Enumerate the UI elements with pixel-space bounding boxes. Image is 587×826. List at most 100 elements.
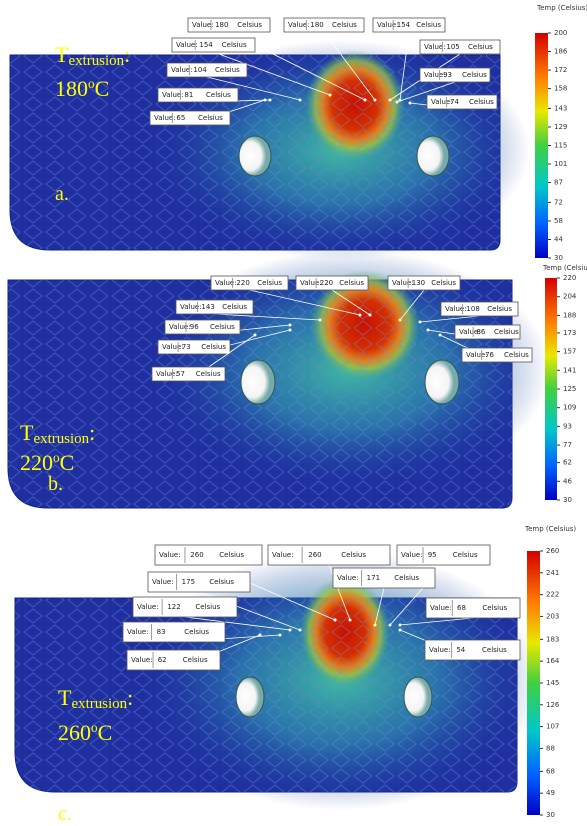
temp-subscript: extrusion — [71, 696, 127, 712]
probe-value: 83 — [157, 628, 166, 636]
colorbar-tick-label: 30 — [563, 496, 572, 504]
colorbar-tick-label: 30 — [554, 254, 563, 262]
temp-separator: : — [89, 420, 95, 445]
probe-unit: Celsius — [195, 603, 220, 611]
temp-number: 180 — [55, 76, 88, 101]
colorbar-tick-label: 58 — [554, 217, 563, 225]
colorbar-tick-label: 88 — [546, 744, 555, 752]
probe-prefix: Value: — [337, 574, 359, 582]
probe-unit: Celsius — [210, 323, 235, 331]
probe-value: 175 — [182, 578, 195, 586]
probe-prefix: Value: — [152, 578, 174, 586]
colorbar-tick-label: 44 — [554, 235, 563, 243]
probe-unit: Celsius — [341, 551, 366, 559]
probe-point — [396, 101, 399, 104]
colorbar-tick-label: 204 — [563, 293, 577, 301]
colorbar-tick-label: 164 — [546, 657, 560, 665]
panel-label: b. — [48, 473, 63, 495]
probe-unit: Celsius — [462, 71, 487, 79]
colorbar-tick-label: 143 — [554, 104, 567, 112]
temp-unit: C — [98, 720, 113, 745]
temp-number: 260 — [58, 720, 91, 745]
probe-point — [254, 334, 257, 337]
temperature-value: 260oC — [58, 720, 112, 745]
colorbar-tick-label: 68 — [546, 767, 555, 775]
probe-unit: Celsius — [394, 574, 419, 582]
colorbar-tick-label: 101 — [554, 160, 567, 168]
colorbar-tick-label: 125 — [563, 385, 576, 393]
temp-symbol: T — [55, 42, 69, 67]
colorbar-tick-label: 222 — [546, 591, 559, 599]
temp-symbol: T — [58, 685, 72, 710]
colorbar-tick-label: 200 — [554, 29, 567, 37]
probe-point — [299, 629, 302, 632]
panel: Temp (Celsius)26024122220318316414512610… — [15, 525, 576, 825]
temp-unit: C — [95, 76, 110, 101]
probe-unit: Celsius — [206, 91, 231, 99]
probe-unit: Celsius — [183, 656, 208, 664]
probe-point — [259, 634, 262, 637]
probe-value: 81 — [184, 91, 193, 99]
probe-point — [289, 329, 292, 332]
probe-prefix: Value: — [176, 41, 198, 49]
probe-value: 108 — [466, 305, 479, 313]
colorbar-tick-label: 72 — [554, 198, 563, 206]
colorbar-tick-label: 46 — [563, 477, 572, 485]
probe-unit: Celsius — [431, 279, 456, 287]
probe-value: 54 — [456, 646, 465, 654]
probe-value: 68 — [457, 604, 466, 612]
probe-value: 143 — [201, 303, 214, 311]
probe-prefix: Value: — [377, 21, 399, 29]
colorbar-tick-label: 172 — [554, 66, 567, 74]
probe-prefix: Value: — [392, 279, 414, 287]
hole — [404, 677, 432, 717]
probe-unit: Celsius — [219, 551, 244, 559]
probe-unit: Celsius — [482, 604, 507, 612]
probe-unit: Celsius — [201, 343, 226, 351]
probe-point — [329, 94, 332, 97]
colorbar-tick-label: 188 — [563, 311, 576, 319]
colorbar — [527, 551, 540, 815]
probe-value: 73 — [182, 343, 191, 351]
probe-unit: Celsius — [339, 279, 364, 287]
temp-unit: C — [60, 450, 75, 475]
probe-prefix: Value: — [169, 323, 191, 331]
probe-unit: Celsius — [257, 279, 282, 287]
probe-unit: Celsius — [468, 43, 493, 51]
probe-value: 154 — [199, 41, 213, 49]
colorbar-tick-label: 220 — [563, 274, 576, 282]
probe-value: 220 — [236, 279, 249, 287]
colorbar-tick-label: 141 — [563, 366, 576, 374]
colorbar-tick-label: 158 — [554, 85, 567, 93]
probe-prefix: Value: — [192, 21, 214, 29]
panel-label: c. — [58, 803, 72, 825]
probe-point — [349, 619, 352, 622]
colorbar-title: Temp (Celsius) — [542, 264, 587, 272]
colorbar — [535, 33, 548, 258]
colorbar-tick-label: 49 — [546, 789, 555, 797]
colorbar-tick-label: 87 — [554, 179, 563, 187]
probe-unit: Celsius — [237, 21, 262, 29]
probe-unit: Celsius — [196, 370, 221, 378]
colorbar-tick-label: 115 — [554, 142, 567, 150]
colorbar-tick-label: 77 — [563, 441, 572, 449]
probe-point — [427, 329, 430, 332]
probe-unit: Celsius — [209, 578, 234, 586]
probe-value: 122 — [167, 603, 180, 611]
probe-point — [279, 634, 282, 637]
probe-prefix: Value: — [159, 551, 181, 559]
probe-value: 86 — [476, 328, 485, 336]
colorbar-tick-label: 260 — [546, 547, 559, 555]
probe-value: 171 — [367, 574, 380, 582]
colorbar-tick-label: 62 — [563, 459, 572, 467]
probe-point — [389, 99, 392, 102]
probe-point — [319, 319, 322, 322]
probe-point — [399, 319, 402, 322]
probe-point — [264, 99, 267, 102]
probe-unit: Celsius — [416, 21, 441, 29]
panel: Temp (Celsius)20018617215814312911510187… — [10, 4, 587, 262]
probe-unit: Celsius — [504, 351, 529, 359]
colorbar-title: Temp (Celsius) — [524, 525, 576, 533]
probe-prefix: Value: — [272, 551, 294, 559]
figure: Temp (Celsius)20018617215814312911510187… — [0, 0, 587, 826]
